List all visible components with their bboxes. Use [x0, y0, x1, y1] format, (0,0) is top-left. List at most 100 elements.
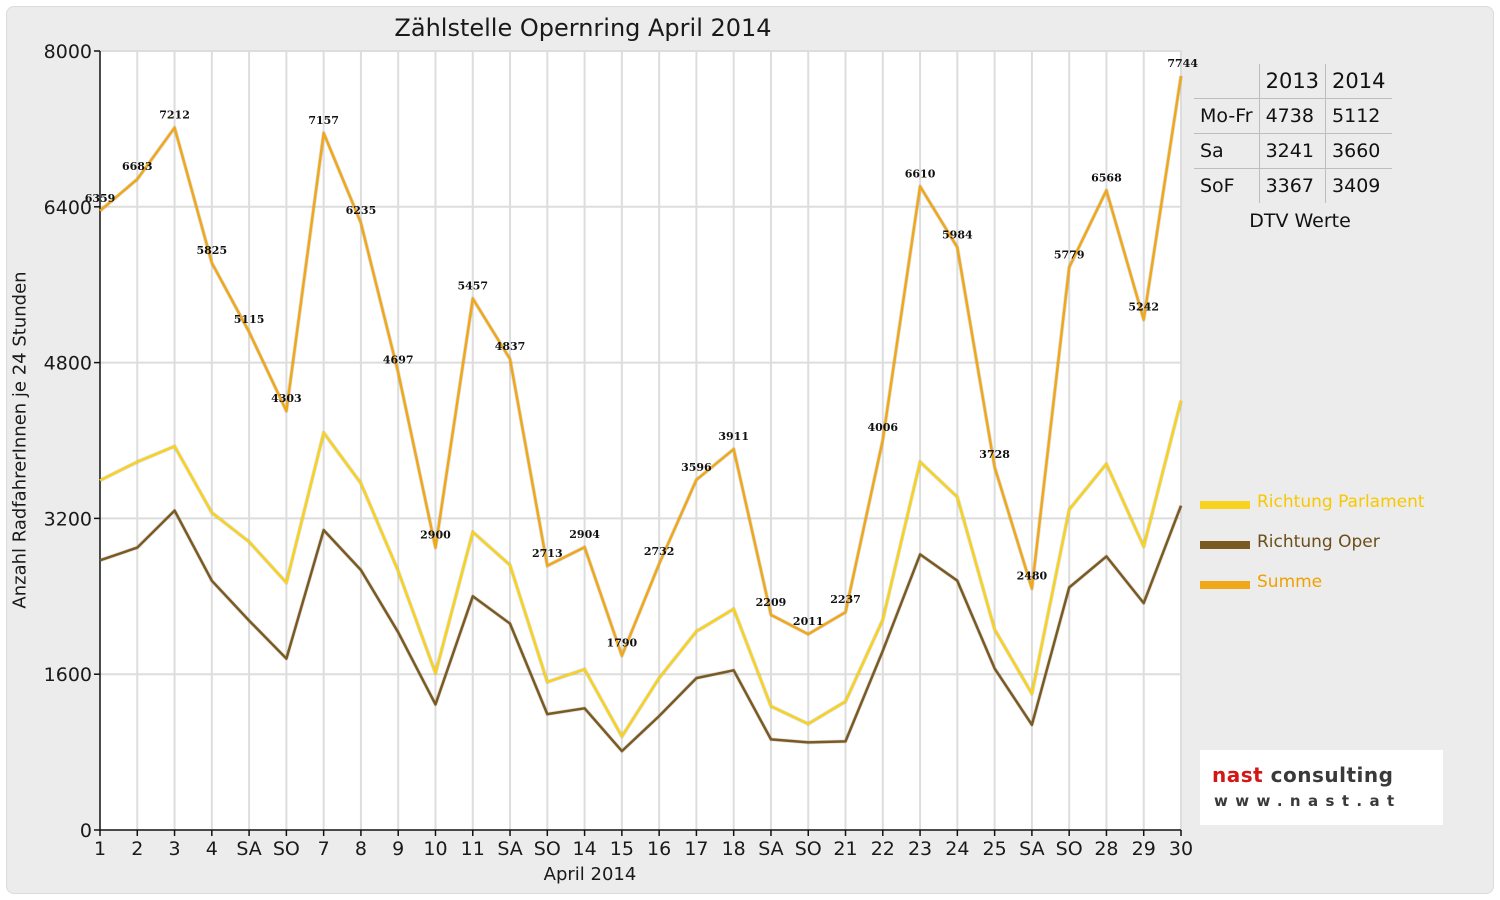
series-lines	[98, 75, 1183, 754]
x-tick-label: 15	[610, 838, 634, 860]
data-label: 7744	[1167, 57, 1198, 70]
data-label: 2011	[793, 615, 824, 628]
dtv-header-2014: 2014	[1325, 64, 1392, 99]
data-label: 3911	[718, 430, 749, 443]
data-label: 2480	[1017, 570, 1048, 583]
data-label: 6610	[905, 167, 936, 180]
x-tick-label: 17	[684, 838, 708, 860]
data-label: 6235	[346, 204, 377, 217]
x-tick-label: 16	[647, 838, 671, 860]
x-tick-label: SA	[236, 838, 261, 860]
x-tick-label: SO	[795, 838, 822, 860]
data-label: 4006	[867, 421, 898, 434]
data-label: 6683	[122, 160, 153, 173]
dtv-table: 2013 2014 Mo-Fr 4738 5112 Sa 3241 3660 S…	[1194, 64, 1392, 203]
data-label: 7212	[159, 109, 190, 122]
x-tick-label: 4	[206, 838, 218, 860]
data-label: 6359	[85, 192, 116, 205]
dtv-caption: DTV Werte	[1249, 210, 1351, 232]
y-tick-label: 4800	[44, 353, 92, 375]
x-tick-label: SO	[534, 838, 561, 860]
x-tick-label: 29	[1132, 838, 1156, 860]
chart-title: Zählstelle Opernring April 2014	[394, 14, 772, 42]
data-label: 4303	[271, 392, 302, 405]
data-label: 2237	[830, 593, 861, 606]
data-label: 5457	[457, 280, 488, 293]
data-label: 2904	[569, 528, 600, 541]
dtv-row-label: Sa	[1194, 133, 1260, 169]
logo-url: www.nast.at	[1214, 792, 1402, 810]
y-tick-label: 1600	[44, 664, 92, 686]
dtv-cell: 3241	[1258, 133, 1326, 169]
x-tick-label: 11	[461, 838, 485, 860]
legend-label: Richtung Oper	[1257, 532, 1380, 552]
y-tick-label: 8000	[44, 41, 92, 63]
x-tick-label: 21	[833, 838, 857, 860]
data-label: 3728	[979, 448, 1010, 461]
nast-consulting-logo: nast consulting www.nast.at	[1200, 750, 1443, 825]
y-axis-label: Anzahl RadfahrerInnen je 24 Stunden	[9, 271, 31, 609]
x-tick-label: 9	[392, 838, 404, 860]
x-tick-label: SA	[1019, 838, 1044, 860]
x-tick-label: 23	[908, 838, 932, 860]
x-tick-label: 28	[1094, 838, 1118, 860]
legend-label: Summe	[1257, 572, 1323, 592]
x-axis-label: April 2014	[543, 864, 637, 885]
legend-swatch	[1200, 541, 1250, 549]
y-tick-label: 0	[80, 820, 92, 842]
data-label: 3596	[681, 461, 712, 474]
data-label: 5984	[942, 228, 973, 241]
plot-area	[100, 51, 1181, 830]
x-tick-label: 24	[945, 838, 969, 860]
x-tick-label: 3	[169, 838, 181, 860]
x-tick-label: 22	[871, 838, 895, 860]
x-tick-label: 10	[423, 838, 447, 860]
x-tick-label: 30	[1169, 838, 1193, 860]
dtv-row-label: Mo-Fr	[1194, 98, 1260, 134]
data-label: 2732	[644, 545, 675, 558]
series-line	[99, 505, 1183, 753]
x-tick-label: 1	[94, 838, 106, 860]
x-tick-label: 8	[355, 838, 367, 860]
legend-label: Richtung Parlament	[1257, 492, 1425, 512]
x-tick-label: SO	[273, 838, 300, 860]
legend-swatch	[1200, 501, 1250, 509]
dtv-cell: 5112	[1325, 98, 1392, 134]
data-label: 7157	[308, 114, 339, 127]
data-label: 2209	[756, 596, 787, 609]
x-tick-label: 14	[572, 838, 596, 860]
y-tick-label: 6400	[44, 197, 92, 219]
dtv-row-label: SoF	[1194, 168, 1260, 203]
x-tick-label: SO	[1056, 838, 1083, 860]
grid-lines	[100, 50, 1182, 830]
x-tick-label: 25	[983, 838, 1007, 860]
data-label: 5115	[234, 313, 265, 326]
data-label: 5242	[1128, 301, 1159, 314]
series-line	[99, 400, 1183, 738]
data-label: 6568	[1091, 171, 1122, 184]
data-label: 2713	[532, 547, 563, 560]
x-tick-label: 18	[722, 838, 746, 860]
data-labels: 6359 6683 7212 5825 5115 4303 7157 6235 4697 2900…	[85, 57, 1199, 650]
data-label: 1790	[607, 637, 638, 650]
data-label: 4837	[495, 340, 526, 353]
dtv-corner	[1194, 64, 1259, 99]
series-line	[99, 75, 1183, 657]
legend-swatch	[1200, 581, 1250, 589]
dtv-cell: 3409	[1325, 168, 1392, 203]
logo-name: nast consulting	[1212, 763, 1394, 787]
data-label: 5825	[197, 244, 228, 257]
data-label: 4697	[383, 354, 414, 367]
data-label: 5779	[1054, 248, 1085, 261]
axes	[94, 50, 1182, 836]
x-tick-label: SA	[758, 838, 783, 860]
dtv-header-2013: 2013	[1258, 64, 1326, 99]
dtv-cell: 4738	[1258, 98, 1326, 134]
x-tick-label: SA	[497, 838, 522, 860]
dtv-cell: 3367	[1258, 168, 1326, 203]
x-tick-label: 7	[318, 838, 330, 860]
y-tick-label: 3200	[44, 508, 92, 530]
x-tick-label: 2	[131, 838, 143, 860]
